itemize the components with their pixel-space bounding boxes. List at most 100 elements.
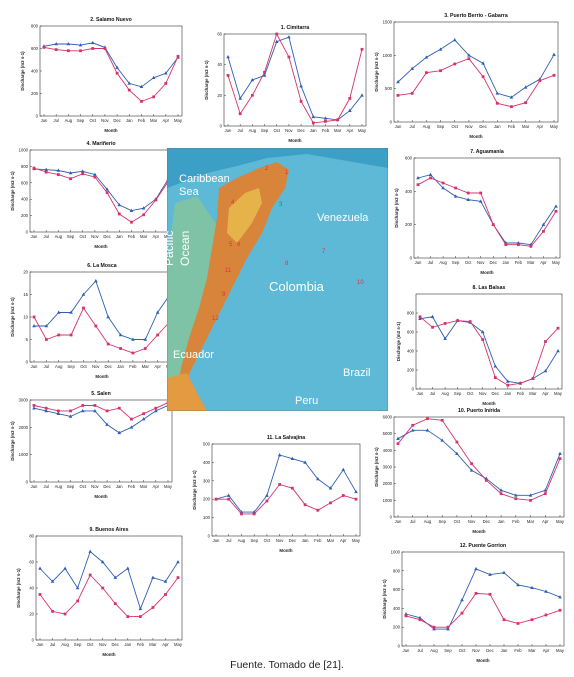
- series-line-red: [33, 307, 171, 354]
- data-point-square: [311, 121, 315, 125]
- data-point-square: [56, 173, 60, 176]
- data-point-square: [44, 338, 48, 341]
- data-point-triangle: [265, 493, 269, 497]
- data-point-square: [396, 442, 400, 446]
- x-axis-label: Month: [482, 401, 495, 406]
- chart-title: 1. Cimitarra: [281, 25, 310, 31]
- x-tick-label: Feb: [129, 364, 137, 369]
- x-tick-label: Apr: [542, 391, 549, 396]
- data-point-square: [250, 93, 254, 97]
- data-point-triangle: [455, 451, 459, 455]
- data-point-triangle: [558, 451, 562, 455]
- x-axis-label: Month: [279, 548, 292, 553]
- y-tick-label: 600: [31, 46, 39, 51]
- data-point-square: [341, 494, 345, 497]
- x-tick-label: Jan: [494, 124, 501, 129]
- data-point-square: [544, 613, 548, 617]
- x-tick-label: Jul: [410, 519, 415, 524]
- map-marker-6: 6: [237, 242, 241, 248]
- y-tick-label: 500: [203, 442, 211, 447]
- x-tick-label: Jan: [116, 234, 123, 239]
- data-point-square: [479, 191, 483, 195]
- data-point-triangle: [113, 575, 118, 579]
- x-tick-label: Sep: [74, 642, 82, 647]
- y-tick-label: 1000: [391, 550, 401, 555]
- y-axis-label: Discharge (m3 s-1): [10, 297, 15, 337]
- data-point-square: [542, 229, 545, 233]
- x-tick-label: Aug: [55, 364, 63, 369]
- x-tick-label: Sep: [67, 484, 75, 489]
- x-tick-label: Dec: [113, 118, 120, 123]
- x-axis-label: Month: [476, 658, 489, 663]
- data-point-square: [429, 176, 432, 180]
- map-marker-3: 3: [279, 202, 283, 208]
- data-point-square: [329, 501, 332, 505]
- data-point-triangle: [277, 453, 282, 457]
- data-point-triangle: [552, 52, 556, 56]
- data-point-square: [287, 55, 291, 59]
- data-point-square: [113, 602, 117, 605]
- data-point-square: [105, 191, 109, 195]
- x-tick-label: Mar: [140, 234, 148, 239]
- map-marker-2: 2: [265, 166, 269, 172]
- x-tick-label: Nov: [479, 391, 487, 396]
- x-axis-label: Month: [472, 529, 485, 534]
- data-point-triangle: [452, 38, 457, 42]
- x-tick-label: Feb: [314, 538, 322, 543]
- data-point-square: [493, 376, 497, 379]
- data-point-square: [142, 213, 146, 217]
- data-point-square: [81, 172, 85, 176]
- data-point-triangle: [90, 40, 95, 45]
- data-point-square: [502, 618, 506, 622]
- data-point-square: [66, 49, 70, 53]
- data-point-triangle: [396, 80, 400, 84]
- x-axis-label: Month: [102, 652, 115, 657]
- data-point-triangle: [93, 408, 97, 413]
- chart-title: 3. Puerto Berrio - Gabarra: [444, 13, 508, 19]
- data-point-square: [93, 175, 97, 179]
- data-point-square: [441, 181, 445, 185]
- data-point-square: [431, 325, 434, 329]
- y-tick-label: 300: [203, 478, 211, 483]
- y-tick-label: 200: [21, 213, 29, 218]
- x-tick-label: Dec: [490, 260, 497, 265]
- data-point-triangle: [54, 42, 58, 46]
- x-tick-label: Feb: [138, 118, 146, 123]
- data-point-triangle: [428, 172, 433, 176]
- chart-panel-aguamania: 7. Aguamanía 0 200 400 600 Jun Jul Aug Sep Oct Nov…: [392, 146, 564, 276]
- data-point-square: [32, 166, 36, 170]
- data-point-square: [456, 319, 460, 322]
- chart-salamo-nuevo: 2. Salamo Nuevo 0 200 400 600 800 Jun Jul Aug Sep…: [20, 17, 183, 133]
- data-point-square: [336, 118, 340, 122]
- data-point-square: [79, 49, 82, 53]
- data-point-triangle: [56, 168, 61, 172]
- data-point-square: [491, 223, 495, 227]
- y-tick-label: 400: [203, 460, 211, 465]
- data-point-triangle: [299, 84, 303, 88]
- x-tick-label: Feb: [514, 648, 522, 653]
- data-point-square: [131, 351, 135, 355]
- x-tick-label: Mar: [142, 364, 150, 369]
- map-label-colombia: Colombia: [269, 279, 325, 294]
- chart-puente-gorrion: 12. Puente Gorrion 0 200 400 600 800 1000 Jun Ju…: [382, 543, 565, 663]
- y-tick-label: 0: [220, 124, 223, 129]
- data-point-square: [290, 486, 294, 490]
- chart-puerto-berrio: 3. Puerto Berrio - Gabarra 0 500 1000 1500 Ju…: [374, 13, 559, 139]
- data-point-triangle: [78, 43, 83, 47]
- plot-frame: [29, 271, 175, 363]
- x-tick-label: Sep: [67, 364, 75, 369]
- data-point-square: [32, 315, 36, 319]
- x-tick-label: Mar: [150, 118, 158, 123]
- x-tick-label: Jun: [225, 128, 232, 133]
- colombia-map: Caribbean Sea Pacific Ocean Venezuela Co…: [162, 147, 389, 412]
- data-point-square: [516, 622, 520, 625]
- y-tick-label: 6000: [383, 415, 393, 420]
- x-tick-label: Apr: [153, 484, 160, 489]
- data-point-triangle: [478, 199, 483, 203]
- y-axis-label: Discharge (m3 s-1): [394, 188, 399, 228]
- data-point-triangle: [341, 467, 346, 472]
- data-point-square: [531, 377, 535, 380]
- map-marker-11: 11: [225, 268, 232, 274]
- x-tick-label: Jan: [124, 642, 131, 647]
- x-tick-label: Dec: [483, 519, 490, 524]
